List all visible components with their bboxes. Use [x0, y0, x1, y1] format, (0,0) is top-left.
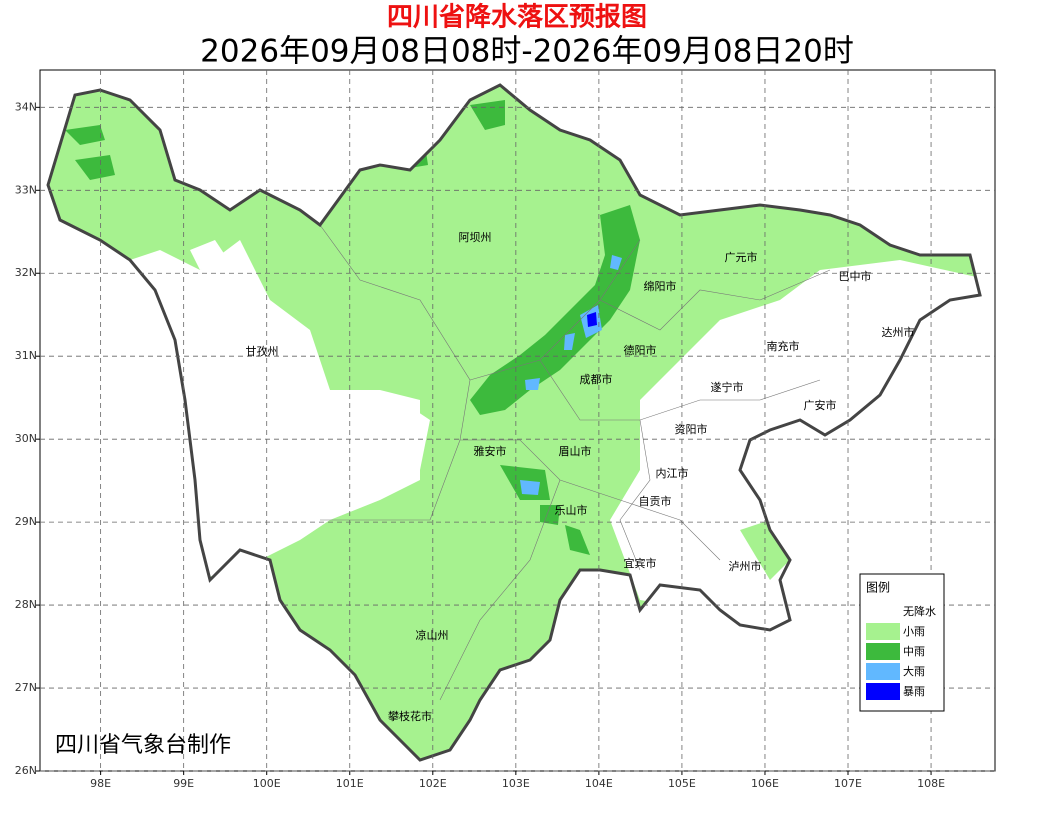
place-label: 甘孜州	[246, 344, 279, 358]
y-tick-label: 27N	[15, 681, 37, 694]
place-label: 南充市	[767, 339, 800, 353]
y-tick-label: 28N	[15, 598, 37, 611]
place-label: 阿坝州	[459, 230, 492, 244]
legend-swatch	[866, 603, 900, 620]
x-tick-label: 102E	[419, 777, 447, 790]
y-tick-label: 32N	[15, 266, 37, 279]
x-tick-label: 108E	[917, 777, 945, 790]
place-label: 凉山州	[416, 628, 449, 642]
y-tick-label: 26N	[15, 764, 37, 777]
legend-label: 大雨	[903, 664, 925, 678]
place-label: 攀枝花市	[388, 709, 432, 723]
no-rain-patch	[140, 240, 430, 470]
x-tick-label: 101E	[336, 777, 364, 790]
place-label: 遂宁市	[711, 380, 744, 394]
x-tick-label: 105E	[668, 777, 696, 790]
x-tick-label: 99E	[173, 777, 194, 790]
place-label: 乐山市	[555, 503, 588, 517]
legend-swatch	[866, 643, 900, 660]
x-tick-label: 100E	[253, 777, 281, 790]
no-rain-area	[130, 240, 420, 580]
x-tick-label: 98E	[90, 777, 111, 790]
grid: 98E 99E 100E 101E 102E 103E 104E 105E 106E 107E 10…	[15, 70, 995, 790]
y-tick-label: 33N	[15, 183, 37, 196]
y-tick-label: 31N	[15, 349, 37, 362]
legend-swatch	[866, 663, 900, 680]
y-tick-label: 30N	[15, 432, 37, 445]
moderate-rain-patch	[65, 100, 505, 180]
y-tick-label: 29N	[15, 515, 37, 528]
legend-label: 小雨	[903, 625, 925, 638]
legend-label: 中雨	[903, 645, 925, 658]
place-label: 宜宾市	[624, 556, 657, 570]
heavy-rain-patch	[520, 255, 622, 495]
place-label: 德阳市	[624, 343, 657, 357]
place-label: 绵阳市	[644, 279, 677, 293]
place-label: 巴中市	[839, 269, 872, 283]
place-label: 自贡市	[639, 494, 672, 508]
x-tick-label: 107E	[834, 777, 862, 790]
x-tick-label: 103E	[502, 777, 530, 790]
y-tick-label: 34N	[15, 100, 37, 113]
legend-swatch	[866, 683, 900, 700]
place-label: 雅安市	[474, 444, 507, 458]
boundaries	[319, 224, 831, 701]
legend-label: 暴雨	[903, 685, 925, 698]
place-label: 资阳市	[675, 422, 708, 436]
place-label: 广元市	[725, 250, 758, 264]
legend-label: 无降水	[903, 604, 936, 618]
x-tick-label: 104E	[585, 777, 613, 790]
title: 四川省降水落区预报图	[387, 2, 647, 33]
subtitle: 2026年09月08日08时-2026年09月08日20时	[200, 34, 854, 70]
legend-swatch	[866, 623, 900, 640]
moderate-rain-area	[470, 205, 640, 415]
place-label: 眉山市	[559, 444, 592, 458]
place-label: 广安市	[804, 398, 837, 412]
credit: 四川省气象台制作	[55, 733, 231, 758]
place-label: 内江市	[656, 466, 689, 480]
x-tick-label: 106E	[751, 777, 779, 790]
rainstorm-patch	[587, 312, 597, 327]
place-label: 达州市	[882, 325, 915, 339]
place-label: 泸州市	[729, 559, 762, 573]
legend-title: 图例	[866, 581, 890, 595]
place-label: 成都市	[580, 372, 613, 386]
